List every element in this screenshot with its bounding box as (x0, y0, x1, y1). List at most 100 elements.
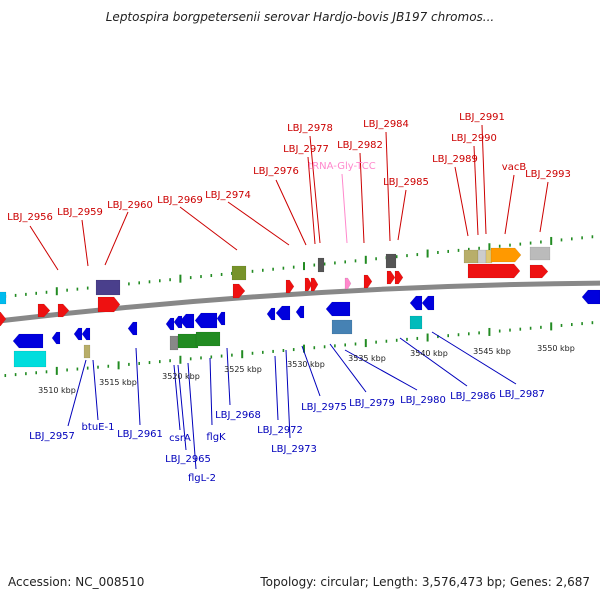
gene-label-lbj-2974: LBJ_2974 (205, 190, 251, 201)
forward-gene-feature (386, 270, 396, 285)
gene-label-lbj-2985: LBJ_2985 (383, 177, 429, 188)
leader-line (454, 166, 469, 237)
leader-line (504, 174, 515, 235)
gene-label-flgk: flgK (206, 432, 226, 443)
leader-line (329, 343, 367, 393)
gene-label-lbj-2975: LBJ_2975 (301, 402, 347, 413)
leader-line (177, 364, 187, 451)
leader-line (29, 225, 59, 271)
scale-label: 3530 kbp (287, 360, 325, 369)
leader-line (481, 124, 487, 235)
gene-block-feature (331, 319, 353, 335)
scale-label: 3515 kbp (99, 378, 137, 387)
accession-text: Accession: NC_008510 (8, 575, 145, 589)
reverse-gene-feature (266, 307, 276, 321)
reverse-gene-feature (81, 327, 91, 341)
forward-gene-feature (57, 303, 70, 318)
scale-label: 3520 kbp (162, 372, 200, 381)
gene-label-lbj-2960: LBJ_2960 (107, 200, 153, 211)
gene-label-lbj-2987: LBJ_2987 (499, 389, 545, 400)
scale-label: 3545 kbp (473, 347, 511, 356)
gene-label-lbj-2956: LBJ_2956 (7, 212, 53, 223)
gene-label-lbj-2977: LBJ_2977 (283, 144, 329, 155)
scale-label: 3535 kbp (348, 354, 386, 363)
scale-label: 3550 kbp (537, 344, 575, 353)
forward-gene-feature (467, 263, 521, 279)
gene-label-csra: csrA (169, 433, 191, 444)
leader-line (81, 219, 89, 267)
reverse-gene-feature (51, 331, 61, 345)
scale-label: 3525 kbp (224, 365, 262, 374)
backbone-line (0, 280, 600, 324)
genome-backbone (0, 280, 600, 324)
gene-block-feature (485, 249, 493, 264)
forward-gene-labels: LBJ_2956 LBJ_2959 LBJ_2960 LBJ_2969 LBJ_2974… (7, 112, 571, 223)
forward-gene-feature (37, 303, 51, 318)
forward-gene-feature (529, 264, 549, 279)
gene-label-lbj-2968: LBJ_2968 (215, 410, 261, 421)
gene-label-lbj-2980: LBJ_2980 (400, 395, 446, 406)
leader-line (173, 364, 181, 431)
gene-label-lbj-2986: LBJ_2986 (450, 391, 496, 402)
forward-gene-feature (344, 277, 352, 290)
leader-line (307, 156, 316, 245)
gene-label-flgl-2: flgL-2 (188, 473, 216, 484)
gene-label-lbj-2969: LBJ_2969 (157, 195, 203, 206)
leader-line (431, 331, 517, 385)
leader-line (187, 362, 197, 470)
leader-line (473, 145, 479, 236)
reverse-gene-feature (179, 313, 195, 329)
gene-label-lbj-2990: LBJ_2990 (451, 133, 497, 144)
reverse-gene-feature (275, 305, 291, 321)
reverse-gene-feature (73, 327, 83, 341)
leader-line (301, 345, 321, 397)
scale-label: 3540 kbp (410, 349, 448, 358)
reverse-gene-feature (421, 295, 435, 311)
gene-label-lbj-2979: LBJ_2979 (349, 398, 395, 409)
leader-line (539, 181, 549, 233)
gene-label-lbj-2959: LBJ_2959 (57, 207, 103, 218)
reverse-gene-feature (127, 321, 138, 336)
reverse-gene-feature (165, 317, 175, 331)
forward-gene-feature (490, 247, 522, 263)
reverse-gene-feature (409, 295, 423, 311)
leader-line (285, 349, 291, 439)
gene-label-vacb: vacB (502, 162, 527, 173)
gene-label-lbj-2991: LBJ_2991 (459, 112, 505, 123)
leader-line (385, 131, 391, 242)
leader-line (179, 206, 238, 251)
gene-label-trna-gly-tcc: tRNA-Gly-TCC (308, 161, 375, 172)
gene-block-feature (409, 315, 423, 330)
gene-block-feature (13, 350, 47, 368)
leader-line (341, 173, 348, 244)
gene-block-feature (529, 246, 551, 261)
leader-line (344, 349, 418, 391)
gene-label-lbj-2972: LBJ_2972 (257, 425, 303, 436)
leader-line (274, 355, 279, 421)
leader-line (309, 135, 321, 244)
scale-labels: 3510 kbp 3515 kbp 3520 kbp 3525 kbp 3530 kbp… (38, 344, 575, 395)
gene-label-lbj-2984: LBJ_2984 (363, 119, 409, 130)
label-leader-lines (29, 124, 549, 470)
gene-block-feature (385, 253, 397, 269)
reverse-gene-feature (325, 301, 351, 317)
reverse-gene-feature (12, 333, 44, 349)
gene-block-feature (177, 333, 199, 349)
reverse-gene-feature (216, 311, 226, 326)
gene-label-lbj-2989: LBJ_2989 (432, 154, 478, 165)
gene-label-lbj-2957: LBJ_2957 (29, 431, 75, 442)
forward-gene-feature (363, 274, 373, 289)
forward-gene-feature (0, 311, 7, 327)
gene-block-feature (95, 279, 121, 296)
gene-block-feature (83, 344, 91, 359)
forward-gene-feature (304, 277, 313, 292)
leader-line (67, 359, 87, 427)
gene-block-feature (169, 335, 179, 351)
gene-features (0, 246, 600, 368)
gene-label-lbj-2973: LBJ_2973 (271, 444, 317, 455)
gene-label-lbj-2993: LBJ_2993 (525, 169, 571, 180)
forward-gene-feature (285, 279, 295, 294)
leader-line (399, 337, 468, 387)
